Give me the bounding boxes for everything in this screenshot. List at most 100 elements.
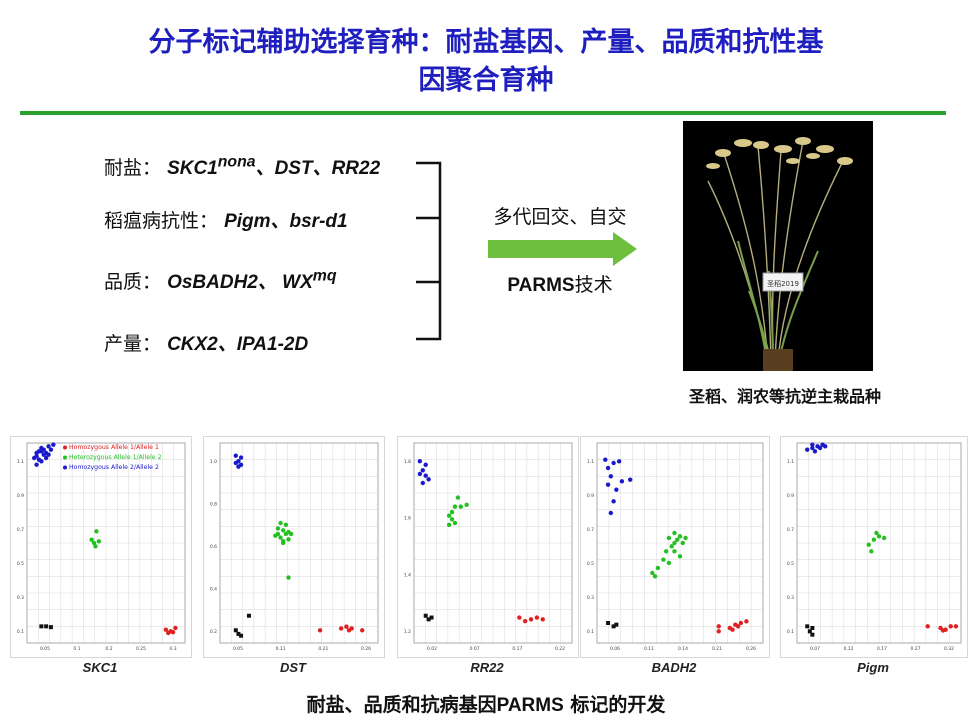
data-point-ntc xyxy=(239,633,244,638)
data-point xyxy=(46,452,51,457)
x-tick-label: 0.12 xyxy=(843,646,853,652)
panel-label-rr22: RR22 xyxy=(470,660,504,675)
data-point xyxy=(278,535,283,540)
data-point xyxy=(874,530,879,536)
y-tick-label: 0.1 xyxy=(587,629,594,635)
data-point xyxy=(417,471,423,477)
data-point xyxy=(281,528,286,533)
data-point xyxy=(283,522,289,528)
data-point xyxy=(41,447,46,452)
photo-caption: 圣稻、润农等抗逆主栽品种 xyxy=(688,387,881,406)
x-tick-label: 0.27 xyxy=(910,646,920,652)
data-point xyxy=(661,557,666,562)
data-point xyxy=(528,617,534,622)
data-point xyxy=(420,480,425,486)
y-tick-label: 0.9 xyxy=(587,493,594,499)
y-tick-label: 1.1 xyxy=(787,459,794,465)
trait-blast-resistance: 稻瘟病抗性： Pigm、bsr-d1 xyxy=(104,206,348,233)
y-tick-label: 0.2 xyxy=(210,629,217,635)
data-point-ntc xyxy=(44,624,49,629)
data-point xyxy=(360,628,365,633)
data-point xyxy=(46,444,51,449)
data-point xyxy=(948,624,953,629)
data-point xyxy=(96,539,102,544)
legend-label: Homozygous Allele 2/Allele 2 xyxy=(69,464,159,471)
process-label-parms-zh: 技术 xyxy=(574,274,613,296)
trait-label: 耐盐： xyxy=(104,157,162,179)
y-tick-label: 0.7 xyxy=(587,527,594,533)
y-tick-label: 0.5 xyxy=(17,561,24,567)
data-point xyxy=(805,447,810,452)
legend-marker xyxy=(63,455,67,460)
x-tick-label: 0.11 xyxy=(276,646,286,652)
data-point xyxy=(663,549,669,554)
data-point xyxy=(534,615,540,620)
plot-frame xyxy=(26,442,186,644)
data-point xyxy=(288,531,294,537)
y-tick-label: 0.1 xyxy=(17,629,24,635)
data-point xyxy=(650,570,655,576)
data-point xyxy=(605,465,611,471)
data-point xyxy=(871,537,877,542)
y-tick-label: 0.3 xyxy=(17,595,24,601)
rice-plant-photo: 圣稻2019 xyxy=(683,121,873,371)
data-point xyxy=(652,574,658,579)
data-point xyxy=(812,449,818,454)
data-point xyxy=(876,534,882,539)
trait-label: 稻瘟病抗性： xyxy=(104,210,219,232)
data-point xyxy=(458,504,464,509)
y-tick-label: 0.7 xyxy=(17,527,24,533)
x-tick-label: 0.14 xyxy=(678,646,688,652)
trait-genes: SKC1nona、DST、RR22 xyxy=(167,153,381,179)
data-point xyxy=(93,544,98,549)
data-point xyxy=(236,464,241,469)
y-tick-label: 0.3 xyxy=(587,595,594,601)
data-point xyxy=(43,455,49,461)
data-point xyxy=(611,460,616,466)
x-tick-label: 0.17 xyxy=(877,646,887,652)
scatter-panel-pigm: 1.1 0.9 0.7 0.5 0.3 0.1 0.07 0.12 0.17 0.27 0.32 xyxy=(780,436,968,658)
title-line-1: 分子标记辅助选择育种：耐盐基因、产量、品质和抗性基 xyxy=(148,27,824,58)
data-point xyxy=(744,619,749,624)
y-tick-label: 0.3 xyxy=(787,595,794,601)
x-tick-label: 0.32 xyxy=(944,646,954,652)
data-point xyxy=(426,477,431,482)
data-point xyxy=(338,626,344,631)
x-tick-label: 0.02 xyxy=(427,646,437,652)
y-tick-label: 0.9 xyxy=(17,493,24,499)
x-tick-label: 0.07 xyxy=(810,646,820,652)
y-tick-label: 0.9 xyxy=(787,493,794,499)
data-point xyxy=(278,520,283,526)
data-point xyxy=(822,444,828,449)
legend-label: Homozygous Allele 1/Allele 1 xyxy=(69,444,159,451)
data-point xyxy=(672,540,677,546)
data-point xyxy=(34,450,39,456)
data-point xyxy=(666,560,672,566)
y-tick-label: 1.0 xyxy=(210,459,217,465)
data-point xyxy=(738,620,744,626)
plot-frame xyxy=(596,442,764,644)
panel-label-pigm: Pigm xyxy=(857,660,889,675)
data-point xyxy=(349,626,354,631)
data-point xyxy=(420,468,425,473)
data-point-ntc xyxy=(236,631,241,636)
data-point xyxy=(163,627,169,632)
data-point xyxy=(866,542,871,547)
x-tick-label: 0.17 xyxy=(512,646,522,652)
x-tick-label: 0.2 xyxy=(105,646,112,652)
y-tick-label: 0.5 xyxy=(787,561,794,567)
data-point xyxy=(34,462,39,467)
data-point xyxy=(449,517,455,522)
data-point xyxy=(173,625,178,631)
x-tick-label: 0.1 xyxy=(73,646,80,652)
scatter-plot-pigm: 1.1 0.9 0.7 0.5 0.3 0.1 0.07 0.12 0.17 0.27 0.32 xyxy=(787,442,962,652)
y-tick-label: 1.6 xyxy=(404,516,411,522)
legend-label: Heterozygous Allele 1/Allele 2 xyxy=(69,454,162,461)
y-tick-label: 0.8 xyxy=(210,502,217,508)
data-point xyxy=(680,540,685,546)
x-tick-label: 0.25 xyxy=(136,646,146,652)
data-point-ntc xyxy=(246,613,251,618)
x-tick-label: 0.05 xyxy=(233,646,243,652)
data-point xyxy=(449,509,455,515)
y-tick-label: 1.4 xyxy=(404,572,411,578)
